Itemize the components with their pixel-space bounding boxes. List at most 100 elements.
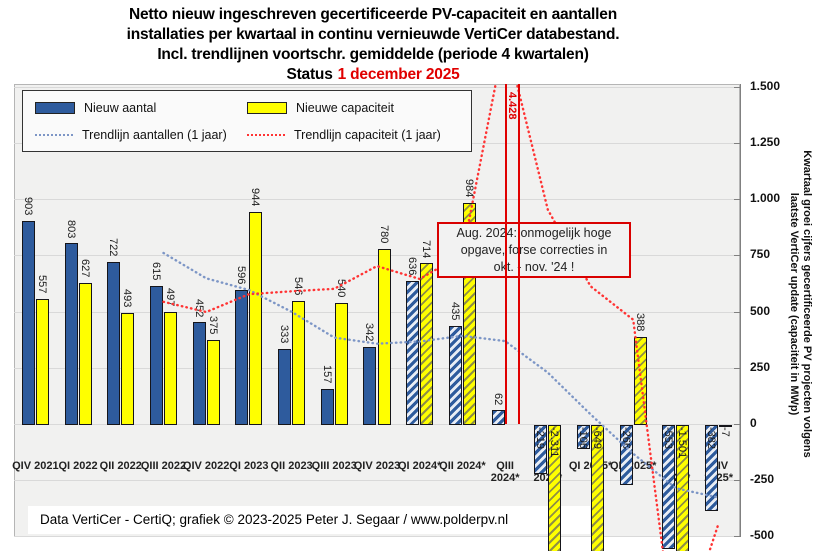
- bar-label-nieuwe-capaciteit-15: -1.501: [676, 427, 689, 459]
- bar-label-nieuwe-capaciteit-1: 627: [78, 259, 91, 278]
- title-line-2: installaties per kwartaal in continu ver…: [126, 26, 620, 43]
- bar-label-nieuw-aantal-16: -382: [705, 427, 718, 450]
- y-tick-label--500: -500: [750, 528, 775, 543]
- bar-label-nieuwe-capaciteit-2: 493: [121, 289, 134, 308]
- y-tick-label-1.250: 1.250: [750, 135, 781, 149]
- bar-nieuwe-capaciteit-7: [334, 302, 348, 425]
- footer-credit: Data VertiCer - CertiQ; grafiek © 2023-2…: [40, 512, 509, 527]
- bar-label-nieuw-aantal-0: 903: [21, 197, 34, 216]
- legend-label: Nieuw aantal: [84, 100, 157, 115]
- gridline--500: [14, 536, 740, 538]
- bar-nieuw-aantal-10: [448, 326, 462, 425]
- y-tick-label-1.000: 1.000: [750, 191, 781, 206]
- bar-label-nieuwe-capaciteit-9: 714: [420, 239, 433, 259]
- status-label: Status: [286, 66, 333, 83]
- y-axis-title: Kwartaal groei cijfers gecertificeerde P…: [787, 74, 813, 534]
- chart-title: Netto nieuw ingeschreven gecertificeerde…: [2, 5, 744, 85]
- bar-nieuw-aantal-9: [406, 281, 420, 425]
- y-axis-tick-mark: [734, 311, 741, 313]
- bar-nieuwe-capaciteit-1: [78, 283, 92, 425]
- bar-label-nieuw-aantal-15: -553: [662, 427, 675, 450]
- bar-nieuwe-capaciteit-14: [633, 336, 647, 425]
- y-tick-label-750: 750: [750, 247, 771, 262]
- legend-label: Trendlijn capaciteit (1 jaar): [294, 127, 441, 142]
- bar-label-nieuwe-capaciteit-14: 388: [633, 312, 646, 332]
- legend-item-nieuw-aantal: Nieuw aantal: [35, 101, 247, 115]
- bar-label-nieuwe-capaciteit-0: 557: [35, 274, 48, 294]
- bar-nieuw-aantal-8: [363, 347, 377, 425]
- legend-item-nieuwe-capaciteit: Nieuwe capaciteit: [247, 101, 459, 115]
- bar-nieuwe-capaciteit-0: [35, 298, 49, 425]
- y-axis-title-line-2: laatste VertiCer update (capaciteit in M…: [788, 192, 800, 416]
- bar-nieuwe-capaciteit-2: [121, 313, 135, 425]
- bar-nieuw-aantal-6: [278, 349, 292, 425]
- bar-label-nieuwe-capaciteit-3: 497: [164, 288, 177, 307]
- bar-label-nieuw-aantal-2: 722: [107, 237, 120, 257]
- gridline-1000: [14, 199, 740, 201]
- y-axis-title-line-1: Kwartaal groei cijfers gecertificeerde P…: [801, 150, 813, 458]
- bar-nieuw-aantal-1: [64, 243, 78, 425]
- legend-item-trendlijn-capaciteit: Trendlijn capaciteit (1 jaar): [247, 128, 459, 142]
- bar-nieuwe-capaciteit-5: [249, 211, 263, 425]
- bar-nieuwe-capaciteit-4: [206, 339, 220, 425]
- bar-label-nieuw-aantal-14: -266: [619, 427, 632, 450]
- bar-nieuw-aantal-3: [149, 285, 163, 425]
- bar-label-nieuw-aantal-11: 62: [491, 392, 504, 406]
- bar-label-nieuwe-capaciteit-16: -7: [719, 427, 732, 437]
- bar-nieuw-aantal-5: [235, 290, 249, 425]
- title-line-1: Netto nieuw ingeschreven gecertificeerde…: [129, 6, 617, 23]
- bar-nieuwe-capaciteit-3: [164, 312, 178, 425]
- blue-bar-swatch-icon: [35, 101, 75, 114]
- y-axis-tick-mark: [734, 367, 741, 369]
- red-dotted-line-swatch-icon: [247, 133, 285, 136]
- y-axis-tick-mark: [734, 480, 741, 482]
- bar-nieuwe-capaciteit-8: [377, 248, 391, 425]
- yellow-bar-swatch-icon: [247, 101, 287, 114]
- bar-label-nieuwe-capaciteit-6: 546: [292, 277, 305, 296]
- y-axis-tick-mark: [734, 199, 741, 201]
- bar-label-nieuw-aantal-4: 452: [192, 298, 205, 317]
- bar-label-nieuwe-capaciteit-5: 944: [249, 187, 262, 207]
- y-tick-label-1.500: 1.500: [750, 78, 781, 93]
- bar-label-nieuw-aantal-10: 435: [448, 302, 461, 321]
- annotation-box: Aug. 2024: onmogelijk hoge opgave, forse…: [437, 222, 631, 278]
- legend-label: Trendlijn aantallen (1 jaar): [82, 127, 227, 142]
- gridline-1500: [14, 86, 740, 88]
- bar-label-nieuwe-capaciteit-10: 984: [462, 178, 475, 198]
- x-tick-2: QII 2022: [99, 460, 142, 472]
- bar-label-nieuw-aantal-5: 596: [235, 266, 248, 285]
- bar-label-nieuwe-capaciteit-7: 540: [334, 278, 347, 298]
- bar-label-nieuwe-capaciteit-8: 780: [377, 224, 390, 244]
- bar-nieuw-aantal-2: [107, 261, 121, 425]
- bar-nieuw-aantal-7: [320, 388, 334, 425]
- x-tick-1: QI 2022: [58, 460, 98, 472]
- bar-nieuw-aantal-4: [192, 322, 206, 425]
- y-axis-line: [740, 84, 741, 537]
- title-status-line: Status 1 december 2025: [2, 65, 744, 85]
- bar-label-nieuw-aantal-1: 803: [64, 219, 77, 239]
- offscale-bar-right-line: [517, 84, 520, 424]
- bar-label-nieuw-aantal-8: 342: [363, 323, 376, 342]
- legend-item-trendlijn-aantallen: Trendlijn aantallen (1 jaar): [35, 128, 247, 142]
- offscale-bar-left-line: [504, 84, 507, 424]
- title-line-3: Incl. trendlijnen voortschr. gemiddelde …: [157, 46, 589, 63]
- bar-label-nieuwe-capaciteit-13: -649: [591, 427, 604, 450]
- legend: Nieuw aantal Nieuwe capaciteit Trendlijn…: [22, 90, 472, 152]
- y-axis-tick-mark: [734, 536, 741, 538]
- y-axis-tick-mark: [734, 86, 741, 88]
- bar-label-nieuw-aantal-9: 636: [406, 257, 419, 276]
- y-axis-tick-mark: [734, 143, 741, 144]
- bar-label-nieuwe-capaciteit-4: 375: [206, 315, 219, 335]
- y-tick-label-0: 0: [750, 416, 757, 430]
- bar-label-nieuw-aantal-12: -219: [534, 427, 547, 450]
- bar-nieuwe-capaciteit-6: [292, 301, 306, 425]
- bar-label-nieuwe-capaciteit-12: -2.311: [548, 427, 561, 458]
- bar-label-nieuwe-capaciteit-11: 4.428: [505, 92, 518, 120]
- y-axis-tick-mark: [734, 424, 741, 425]
- bar-label-nieuw-aantal-3: 615: [149, 261, 162, 281]
- bar-nieuw-aantal-11: [491, 410, 505, 425]
- bar-nieuwe-capaciteit-9: [420, 263, 434, 425]
- x-tick-0: QIV 2021: [12, 460, 59, 472]
- y-tick-label--250: -250: [750, 472, 775, 487]
- y-axis-tick-mark: [734, 255, 741, 257]
